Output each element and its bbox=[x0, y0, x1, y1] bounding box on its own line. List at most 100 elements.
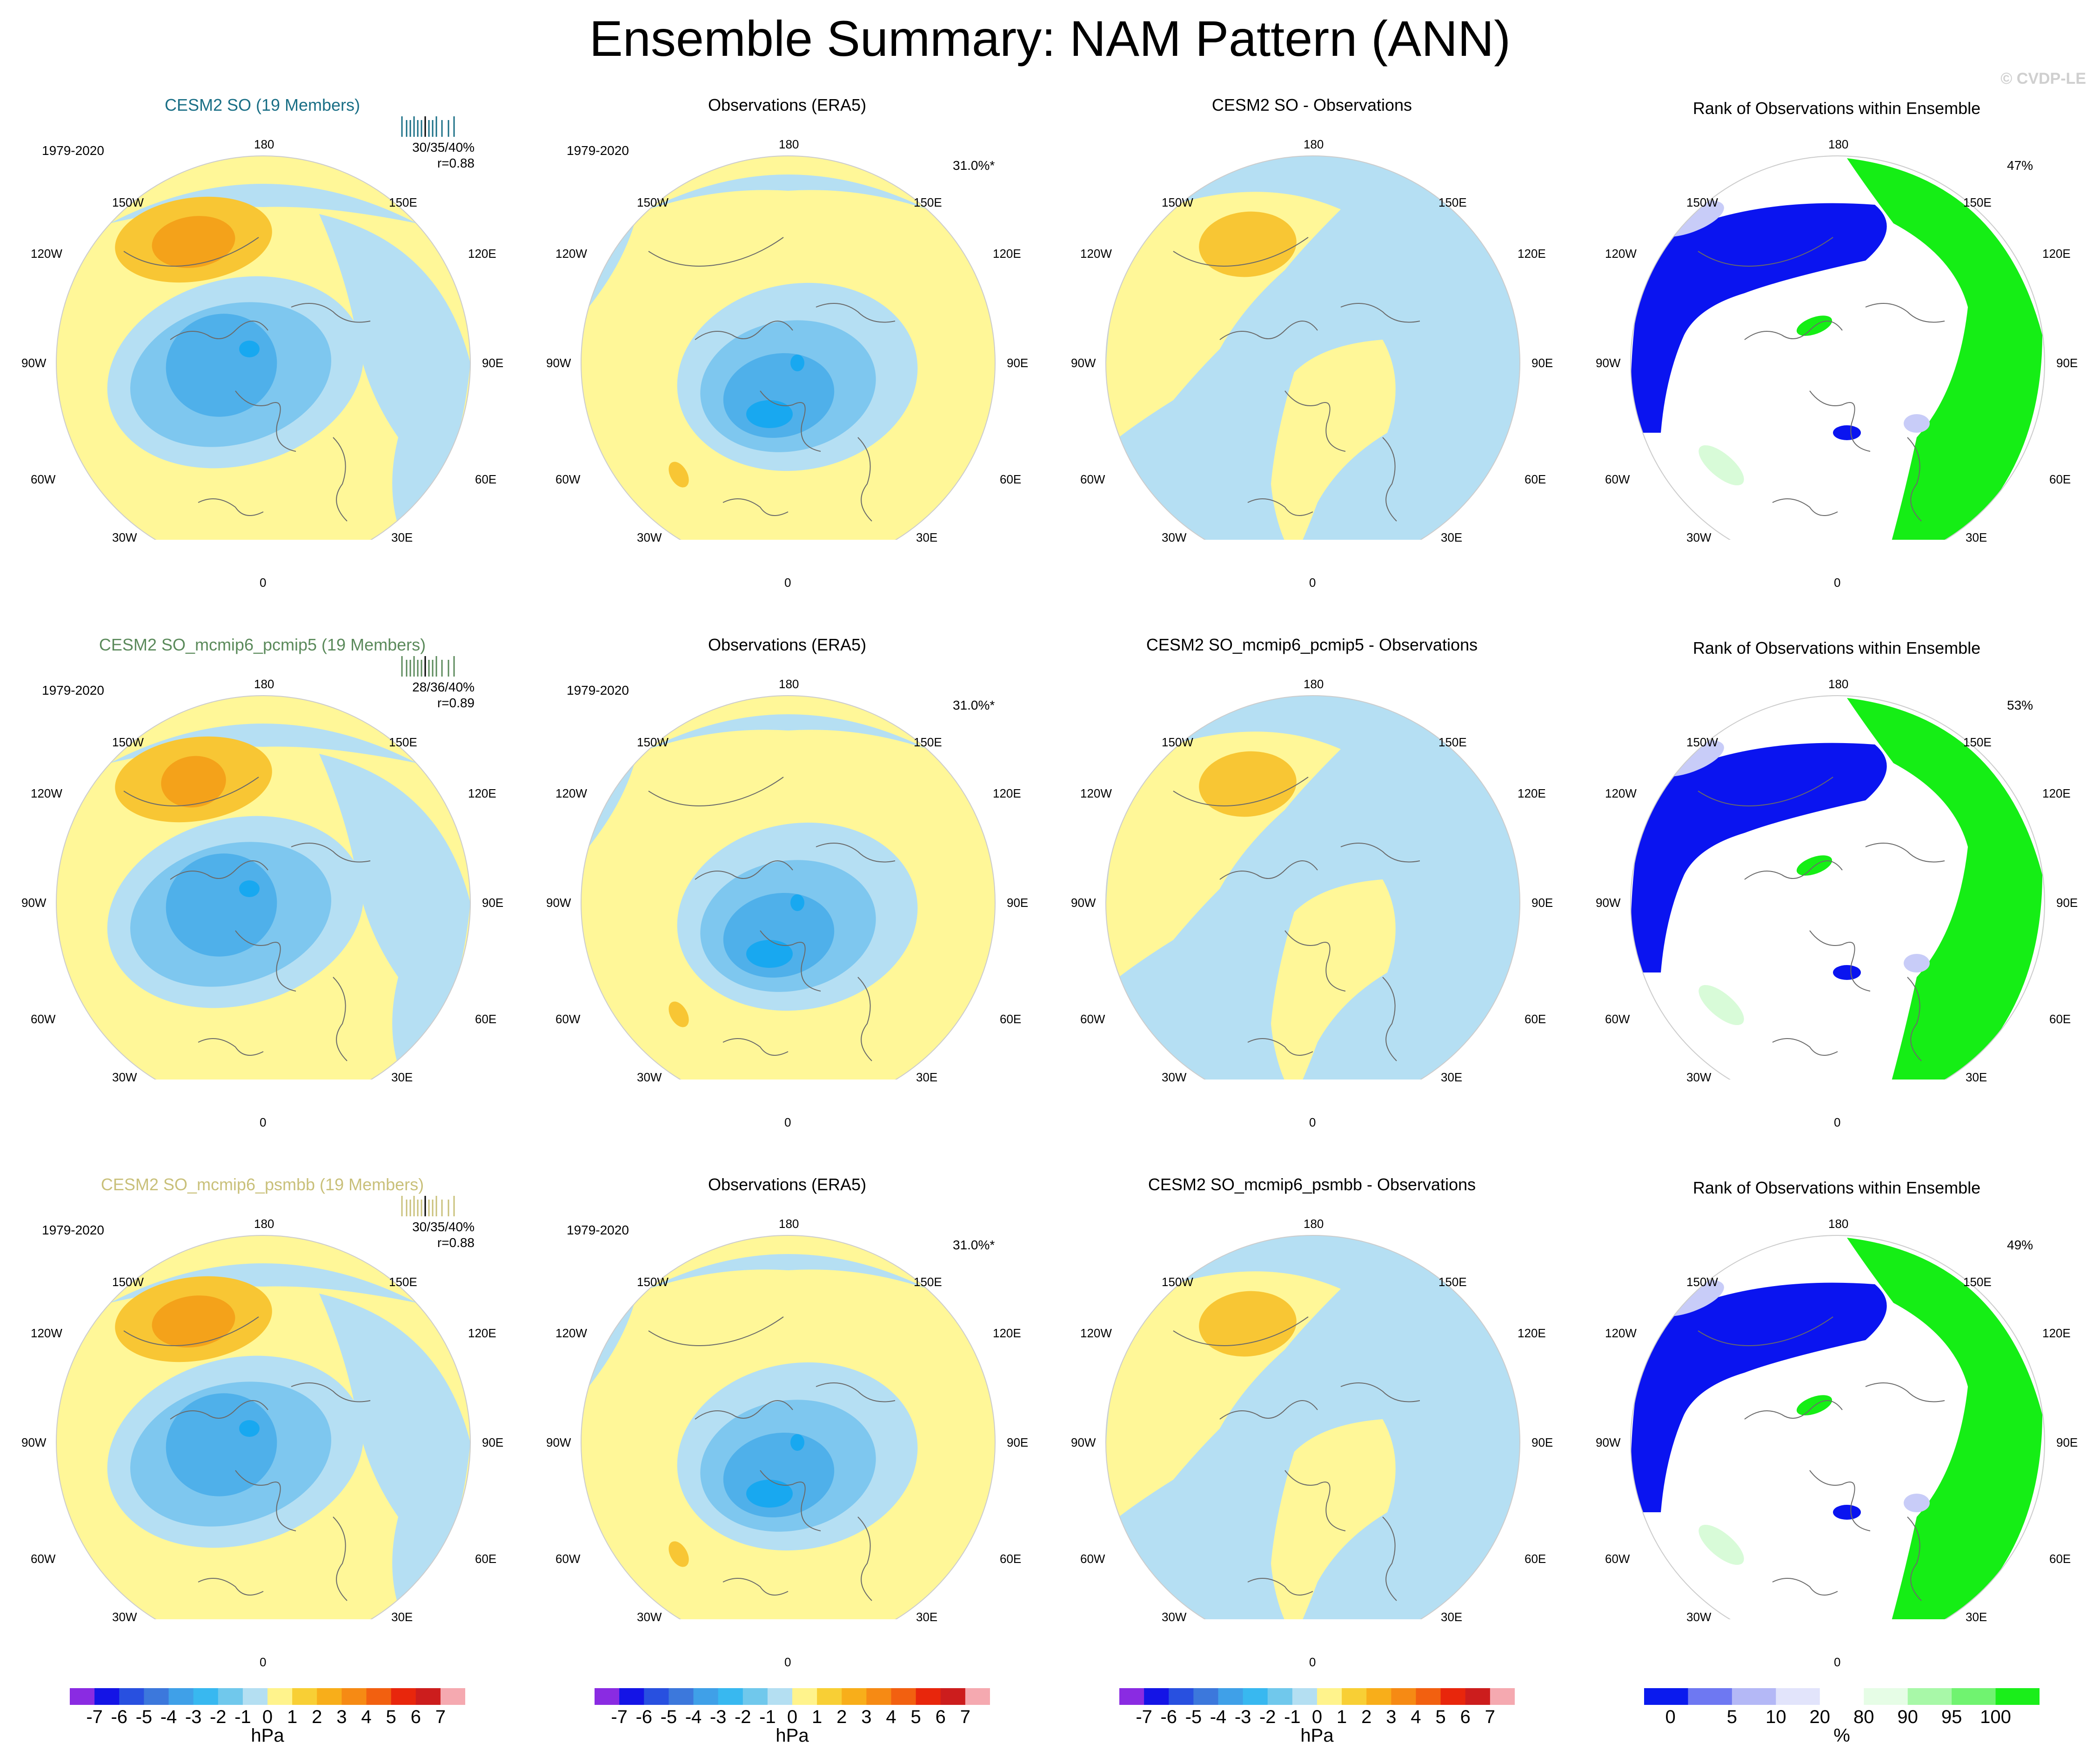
colorbar-swatch bbox=[940, 1688, 966, 1705]
lon-label-bottom: 0 bbox=[1834, 576, 1841, 590]
colorbar-swatch bbox=[1864, 1688, 1908, 1705]
colorbar-unit: % bbox=[1833, 1725, 1850, 1746]
pressure-low-band-east bbox=[319, 1294, 470, 1619]
period-label: 1979-2020 bbox=[42, 1223, 104, 1237]
colorbar-swatch bbox=[391, 1688, 416, 1705]
pressure-low-band-east bbox=[319, 214, 470, 540]
lon-label-lr2: 30E bbox=[916, 1610, 938, 1624]
lon-label-ul2: 120W bbox=[1080, 786, 1112, 800]
lon-label-top: 180 bbox=[1304, 1217, 1324, 1231]
lon-label-ur1: 150E bbox=[1963, 1275, 1992, 1289]
panel-title-diff: CESM2 SO - Observations bbox=[1211, 95, 1412, 114]
colorbar-tick-label: -4 bbox=[1210, 1707, 1227, 1727]
lon-label-lr1: 60E bbox=[1525, 1012, 1546, 1026]
lon-label-lr2: 30E bbox=[1441, 1070, 1463, 1084]
pressure-diff-positive-europe bbox=[1271, 1419, 1396, 1619]
colorbar-swatch bbox=[1995, 1688, 2040, 1705]
lon-label-left: 90W bbox=[21, 896, 47, 910]
rank-highmid-patch bbox=[1699, 1524, 1744, 1565]
coastline-1 bbox=[1284, 1470, 1346, 1531]
coastline-3 bbox=[123, 237, 259, 267]
colorbar-tick-label: -4 bbox=[685, 1707, 702, 1727]
lon-label-right: 90E bbox=[2056, 896, 2078, 910]
coastline-4 bbox=[1247, 1578, 1313, 1596]
colorbar-tick-label: 2 bbox=[312, 1707, 322, 1727]
rank-high-region bbox=[1847, 1238, 2042, 1619]
lon-label-left: 90W bbox=[546, 1435, 571, 1449]
colorbar-swatches bbox=[1119, 1688, 1515, 1705]
panel-title-model: CESM2 SO_mcmip6_pcmip5 (19 Members) bbox=[99, 635, 426, 654]
coastline-0 bbox=[1744, 860, 1843, 880]
lon-label-lr2: 30E bbox=[391, 1070, 413, 1084]
colorbar-swatch bbox=[1218, 1688, 1244, 1705]
colorbar-tick-label: 20 bbox=[1809, 1707, 1831, 1727]
lon-label-lr2: 30E bbox=[1966, 1070, 1987, 1084]
variance-percent: 31.0%* bbox=[953, 158, 995, 173]
coastline-5 bbox=[857, 1516, 872, 1601]
lon-label-bottom: 0 bbox=[1309, 576, 1316, 590]
colorbar-tick-label: 5 bbox=[386, 1707, 396, 1727]
lon-label-ll1: 60W bbox=[1605, 1012, 1630, 1026]
colorbar-swatch bbox=[718, 1688, 743, 1705]
lon-label-top: 180 bbox=[1828, 137, 1849, 151]
lon-label-ll1: 60W bbox=[1080, 1012, 1105, 1026]
variance-percent: 47% bbox=[2007, 158, 2033, 173]
coastline-2 bbox=[1865, 1382, 1945, 1402]
colorbar-swatch bbox=[317, 1688, 342, 1705]
lon-label-right: 90E bbox=[1007, 356, 1029, 370]
lon-label-ul1: 150W bbox=[112, 735, 144, 749]
map-rank bbox=[1630, 155, 2045, 540]
panel-diff-row1: CESM2 SO - Observations 180 0 90W 90E 150W 120… bbox=[1050, 0, 1574, 590]
lon-label-ur2: 120E bbox=[1518, 786, 1546, 800]
lon-label-ur1: 150E bbox=[1438, 195, 1467, 209]
pressure-diff-positive-europe bbox=[1271, 340, 1396, 540]
pressure-low-core bbox=[239, 341, 260, 357]
colorbar-tick-label: -2 bbox=[1259, 1707, 1276, 1727]
member-spread-ticks bbox=[401, 656, 455, 677]
lon-label-lr2: 30E bbox=[1441, 1610, 1463, 1624]
lon-label-ur2: 120E bbox=[468, 247, 496, 261]
colorbar-swatch bbox=[866, 1688, 891, 1705]
coastline-1 bbox=[235, 390, 296, 452]
pressure-diff-positive-europe bbox=[1271, 879, 1396, 1080]
coastline-0 bbox=[1219, 321, 1318, 340]
lon-label-top: 180 bbox=[1304, 677, 1324, 691]
lon-label-bottom: 0 bbox=[1309, 1655, 1316, 1669]
colorbar-swatches bbox=[595, 1688, 990, 1705]
panel-title-diff: CESM2 SO_mcmip6_pcmip5 - Observations bbox=[1146, 635, 1478, 654]
rank-lowmid-patch-2 bbox=[1904, 414, 1930, 433]
colorbar-swatch bbox=[70, 1688, 95, 1705]
colorbar-swatch bbox=[644, 1688, 669, 1705]
coastline-1 bbox=[1809, 930, 1871, 992]
colorbar-tick-label: 0 bbox=[787, 1707, 798, 1727]
coastline-1 bbox=[235, 930, 296, 992]
lon-label-right: 90E bbox=[1007, 896, 1029, 910]
coastline-5 bbox=[333, 1516, 348, 1601]
page-title: Ensemble Summary: NAM Pattern (ANN) bbox=[589, 10, 1511, 67]
lon-label-ur1: 150E bbox=[914, 735, 942, 749]
panel-title-obs: Observations (ERA5) bbox=[708, 95, 867, 114]
lon-label-lr2: 30E bbox=[916, 1070, 938, 1084]
pattern-spread: 30/35/40% r=0.88 bbox=[372, 1219, 475, 1251]
colorbar-tick-label: 7 bbox=[960, 1707, 970, 1727]
coastline-5 bbox=[1907, 1516, 1922, 1601]
map-diff bbox=[1105, 155, 1520, 540]
coastline-4 bbox=[198, 498, 264, 516]
map-border bbox=[56, 695, 471, 1080]
panel-title-model: CESM2 SO_mcmip6_psmbb (19 Members) bbox=[100, 1175, 424, 1194]
coastline-2 bbox=[291, 843, 371, 863]
lon-label-lr2: 30E bbox=[1966, 1610, 1987, 1624]
coastline-5 bbox=[1382, 1516, 1397, 1601]
colorbar-swatch bbox=[415, 1688, 441, 1705]
lon-label-ur2: 120E bbox=[468, 786, 496, 800]
coastline-4 bbox=[1772, 1038, 1838, 1056]
map-model bbox=[56, 695, 471, 1080]
pressure-low-band-west bbox=[581, 223, 635, 316]
coastline-0 bbox=[1219, 1400, 1318, 1420]
colorbar-swatch bbox=[366, 1688, 392, 1705]
pressure-low-core-2 bbox=[790, 894, 804, 911]
colorbar-tick-label: 2 bbox=[1361, 1707, 1372, 1727]
colorbar-tick-label: 95 bbox=[1941, 1707, 1962, 1727]
pattern-spread: 30/35/40% r=0.88 bbox=[372, 140, 475, 171]
coastline-0 bbox=[170, 860, 268, 880]
